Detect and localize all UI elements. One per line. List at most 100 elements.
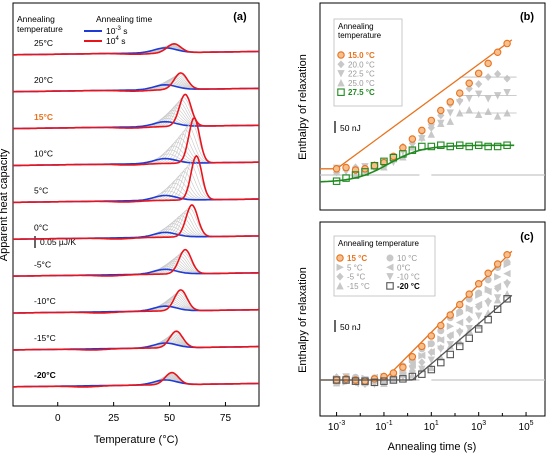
grey-point <box>437 345 445 353</box>
legend-entry: 0°C <box>397 263 411 272</box>
legend-entry: -15 °C <box>347 282 370 291</box>
panel-c-ylabel: Enthalpy of relaxation <box>297 267 309 373</box>
grey-point <box>503 290 511 298</box>
data-point <box>474 69 483 78</box>
grey-intermediate-curve <box>124 212 237 238</box>
data-point <box>342 174 350 182</box>
data-point <box>493 48 502 56</box>
grey-point <box>418 133 426 141</box>
grey-point <box>427 356 436 364</box>
legend-marker <box>337 88 345 96</box>
x-tick-label: 0 <box>55 413 61 424</box>
legend-entry: -5 °C <box>347 273 366 282</box>
grey-point <box>456 309 464 318</box>
grey-point <box>446 322 455 330</box>
grey-point <box>380 379 388 387</box>
fit-line <box>411 294 513 381</box>
legend-title-annealing: Annealing <box>17 14 55 24</box>
legend-marker <box>336 263 344 271</box>
legend-entry: -20 °C <box>397 282 420 291</box>
data-point <box>474 141 483 149</box>
data-point <box>455 141 464 149</box>
data-point <box>408 146 417 154</box>
panel-b-legend-title-1: Annealing <box>338 22 374 31</box>
red-trace--10 <box>13 289 259 314</box>
red-trace--15 <box>13 330 259 351</box>
grey-point <box>427 363 436 372</box>
data-point <box>332 376 341 384</box>
data-point <box>380 157 388 166</box>
panel-c-scale-bar-label: 50 nJ <box>340 322 361 332</box>
grey-point <box>446 117 454 125</box>
data-point <box>342 163 350 172</box>
grey-point <box>474 312 483 320</box>
panel-c-legend-title: Annealing temperature <box>338 239 419 248</box>
grey-point <box>455 318 464 327</box>
grey-point <box>484 107 492 115</box>
panel-c-label: (c) <box>520 231 534 243</box>
legend-marker <box>337 60 345 69</box>
data-point <box>484 315 492 324</box>
legend-entry-long-time: 104 s <box>106 36 125 46</box>
data-point <box>418 126 426 135</box>
grey-point <box>475 302 483 311</box>
data-point <box>455 342 464 351</box>
data-point <box>437 141 445 149</box>
grey-intermediate-curve <box>124 163 237 202</box>
grey-point <box>484 288 492 296</box>
data-point <box>408 372 417 381</box>
legend-entry: 15.0 °C <box>348 51 375 60</box>
data-point <box>351 171 360 179</box>
panel-a-x-ticks: 0 25 50 75 <box>55 402 231 424</box>
legend-marker <box>337 51 345 59</box>
legend-entry: 25.0 °C <box>348 79 375 88</box>
data-point <box>399 363 407 371</box>
legend-marker <box>386 254 394 262</box>
grey-point <box>446 332 454 341</box>
panel-a-frame <box>12 2 260 407</box>
trace-label: 15°C <box>34 112 53 122</box>
grey-point <box>503 269 511 278</box>
grey-point <box>436 336 445 344</box>
data-point <box>437 358 445 367</box>
trace-label: -20°C <box>34 370 56 380</box>
data-point <box>455 300 464 309</box>
data-point <box>474 325 483 333</box>
data-point <box>493 260 502 268</box>
legend-entry: 27.5 °C <box>348 88 375 97</box>
red-trace-10 <box>13 116 259 167</box>
x-tick-label: 50 <box>164 413 176 424</box>
red-trace--5 <box>13 248 259 277</box>
data-point <box>418 370 426 378</box>
red-trace-20 <box>13 72 259 93</box>
grey-point <box>484 95 492 103</box>
data-point <box>493 305 502 313</box>
trace-label: 20°C <box>34 75 53 85</box>
data-point <box>465 79 473 87</box>
panel-b-scale-bar-label: 50 nJ <box>340 123 361 133</box>
grey-point <box>427 340 436 348</box>
data-point <box>408 135 417 143</box>
scale-bar-label: 0.05 µJ/K <box>40 237 76 247</box>
grey-point <box>503 281 511 289</box>
panel-c-legend-box <box>333 235 436 297</box>
panel-a-label: (a) <box>233 11 247 23</box>
red-trace--20 <box>13 371 259 388</box>
x-tick-label: 10-1 <box>375 420 392 433</box>
data-point <box>484 269 492 278</box>
panel-b-ylabel: Enthalpy of relaxation <box>297 54 309 160</box>
data-point <box>446 142 455 151</box>
grey-point <box>418 358 426 367</box>
data-point <box>351 377 360 385</box>
panel-b-legend-box <box>333 18 403 107</box>
data-point <box>342 376 350 384</box>
grey-point <box>465 106 473 114</box>
panel-a-traces: 25°C 20°C 15°C 10°C 5°C 0°C -5°C -10°C -15°C -20°… <box>12 38 260 388</box>
data-point <box>380 372 388 381</box>
grey-point <box>408 365 417 374</box>
panel-c-x-ticks: 10-3 10-1 101 103 105 <box>328 412 534 433</box>
data-point <box>427 332 436 340</box>
panel-b-frame <box>319 2 546 211</box>
x-tick-label: 101 <box>424 420 439 433</box>
